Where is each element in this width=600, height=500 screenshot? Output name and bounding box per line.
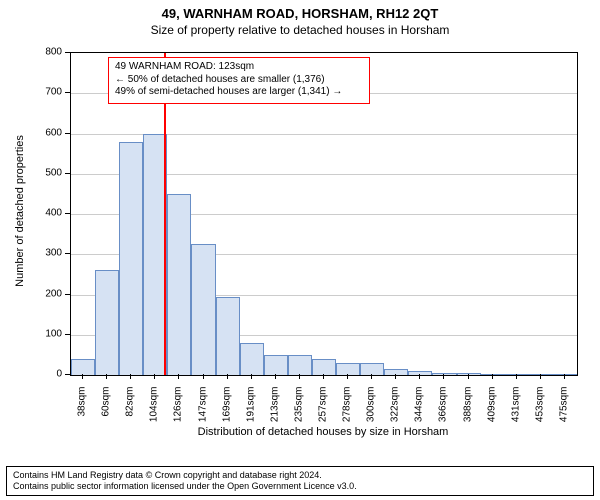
y-tick-label: 300	[32, 248, 62, 259]
x-tick-label: 409sqm	[486, 387, 497, 437]
histogram-bar	[384, 369, 408, 375]
x-tick-mark	[371, 374, 372, 379]
x-tick-label: 453sqm	[534, 387, 545, 437]
y-tick-label: 0	[32, 369, 62, 380]
x-tick-label: 322sqm	[390, 387, 401, 437]
histogram-bar	[336, 363, 360, 375]
x-tick-mark	[395, 374, 396, 379]
y-tick-mark	[65, 133, 70, 134]
x-tick-mark	[106, 374, 107, 379]
x-tick-mark	[227, 374, 228, 379]
x-tick-label: 300sqm	[366, 387, 377, 437]
x-tick-mark	[82, 374, 83, 379]
histogram-bar	[119, 142, 143, 375]
callout-line-1: 49 WARNHAM ROAD: 123sqm	[115, 61, 363, 74]
histogram-bar	[553, 374, 577, 375]
x-tick-mark	[251, 374, 252, 379]
x-tick-label: 475sqm	[558, 387, 569, 437]
histogram-bar	[529, 374, 553, 375]
x-tick-mark	[419, 374, 420, 379]
x-tick-mark	[443, 374, 444, 379]
histogram-bar	[432, 373, 456, 375]
y-tick-mark	[65, 52, 70, 53]
y-axis-label: Number of detached properties	[14, 50, 26, 372]
y-tick-mark	[65, 173, 70, 174]
x-tick-mark	[178, 374, 179, 379]
y-tick-mark	[65, 374, 70, 375]
y-tick-label: 500	[32, 167, 62, 178]
chart-container: 49, WARNHAM ROAD, HORSHAM, RH12 2QT Size…	[0, 0, 600, 500]
x-tick-label: 366sqm	[438, 387, 449, 437]
x-tick-mark	[492, 374, 493, 379]
footer-line-1: Contains HM Land Registry data © Crown c…	[13, 470, 587, 481]
x-tick-label: 235sqm	[293, 387, 304, 437]
y-tick-mark	[65, 213, 70, 214]
x-tick-label: 213sqm	[269, 387, 280, 437]
y-tick-label: 600	[32, 127, 62, 138]
histogram-bar	[360, 363, 384, 375]
x-tick-mark	[154, 374, 155, 379]
x-tick-label: 126sqm	[173, 387, 184, 437]
x-tick-label: 38sqm	[77, 387, 88, 437]
y-tick-mark	[65, 294, 70, 295]
x-tick-label: 82sqm	[125, 387, 136, 437]
x-tick-label: 191sqm	[245, 387, 256, 437]
x-tick-label: 60sqm	[101, 387, 112, 437]
chart-subtitle: Size of property relative to detached ho…	[0, 23, 600, 37]
y-tick-label: 100	[32, 328, 62, 339]
y-tick-label: 800	[32, 47, 62, 58]
histogram-bar	[312, 359, 336, 375]
x-tick-mark	[540, 374, 541, 379]
callout-line-2: ← 50% of detached houses are smaller (1,…	[115, 74, 363, 87]
x-tick-label: 147sqm	[197, 387, 208, 437]
x-tick-mark	[564, 374, 565, 379]
x-tick-mark	[203, 374, 204, 379]
x-tick-label: 257sqm	[318, 387, 329, 437]
x-tick-label: 431sqm	[510, 387, 521, 437]
x-tick-label: 344sqm	[414, 387, 425, 437]
x-tick-mark	[468, 374, 469, 379]
y-tick-label: 400	[32, 208, 62, 219]
y-tick-mark	[65, 92, 70, 93]
histogram-bar	[264, 355, 288, 375]
x-tick-mark	[347, 374, 348, 379]
y-tick-label: 700	[32, 87, 62, 98]
histogram-bar	[71, 359, 95, 375]
histogram-bar	[457, 373, 481, 375]
footer-box: Contains HM Land Registry data © Crown c…	[6, 466, 594, 496]
x-tick-mark	[323, 374, 324, 379]
histogram-bar	[481, 374, 505, 375]
x-tick-mark	[516, 374, 517, 379]
callout-line-3: 49% of semi-detached houses are larger (…	[115, 86, 363, 99]
y-tick-mark	[65, 253, 70, 254]
annotation-callout: 49 WARNHAM ROAD: 123sqm ← 50% of detache…	[108, 57, 370, 104]
histogram-bar	[505, 374, 529, 375]
x-tick-label: 104sqm	[149, 387, 160, 437]
y-tick-label: 200	[32, 288, 62, 299]
chart-title: 49, WARNHAM ROAD, HORSHAM, RH12 2QT	[0, 0, 600, 21]
footer-line-2: Contains public sector information licen…	[13, 481, 587, 492]
x-tick-mark	[275, 374, 276, 379]
x-tick-label: 388sqm	[462, 387, 473, 437]
histogram-bar	[408, 371, 432, 375]
footer: Contains HM Land Registry data © Crown c…	[0, 466, 600, 496]
y-tick-mark	[65, 334, 70, 335]
x-tick-mark	[299, 374, 300, 379]
x-tick-mark	[130, 374, 131, 379]
histogram-bar	[167, 194, 191, 375]
histogram-bar	[95, 270, 119, 375]
histogram-bar	[240, 343, 264, 375]
histogram-bar	[216, 297, 240, 375]
histogram-bar	[191, 244, 215, 375]
x-tick-label: 169sqm	[221, 387, 232, 437]
histogram-bar	[288, 355, 312, 375]
x-tick-label: 278sqm	[342, 387, 353, 437]
